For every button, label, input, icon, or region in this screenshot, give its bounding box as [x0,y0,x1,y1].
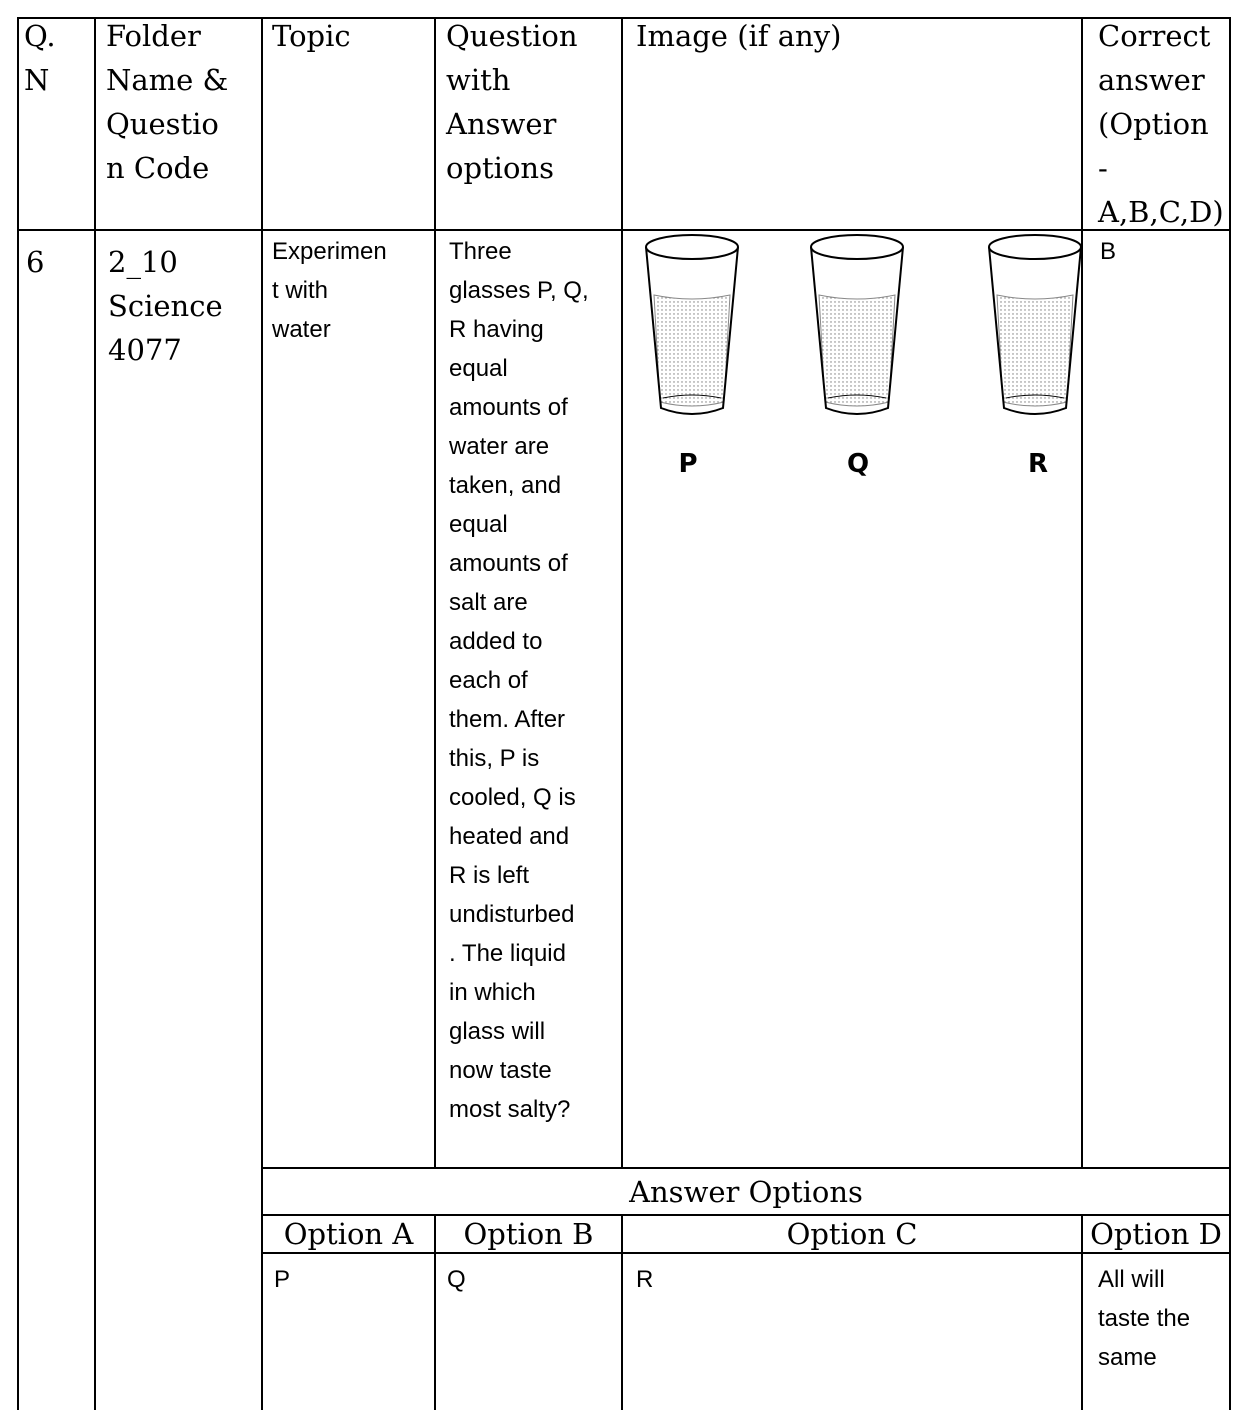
text-line: each of [449,667,528,694]
option-value: All will taste the same [1098,1260,1190,1377]
text-line: . The liquid [449,940,566,967]
text-line: 4077 [108,333,182,367]
glass-label: P [678,449,697,479]
text-line: R is left [449,862,530,889]
text-line: All will [1098,1266,1165,1293]
text-line: heated and [449,823,570,850]
text-line: taken, and [449,472,562,499]
text-line: taste the [1098,1305,1191,1332]
text-line: amounts of [449,394,568,421]
text-line: glass will [449,1018,546,1045]
text-line: (Option [1098,107,1209,141]
option-value: Q [447,1260,466,1299]
text-line: Questio [106,107,219,141]
option-header: Option C [786,1217,918,1251]
text-line: Image (if any) [636,19,842,53]
option-header: Option A [283,1217,414,1251]
text-line: Correct [1098,19,1211,53]
text-line: Experimen [272,238,387,265]
text-line: added to [449,628,543,655]
text-line: N [24,63,50,97]
text-line: salt are [449,589,528,616]
text-line: Three [449,238,512,265]
header-cell: Q. N [24,14,56,102]
text-line: them. After [449,706,566,733]
text-line: Q [447,1266,466,1293]
text-line: undisturbed [449,901,575,928]
text-line: water are [449,433,550,460]
header-cell: Correct answer (Option - A,B,C,D) [1098,14,1224,234]
topic: Experimen t with water [272,232,387,349]
glasses-image [645,234,1082,415]
option-header: Option D [1090,1217,1222,1251]
header-cell: Image (if any) [636,14,841,58]
text-line: Name & [106,63,229,97]
option-value: R [636,1260,653,1299]
option-header: Option B [463,1217,594,1251]
text-line: t with [272,277,329,304]
text-line: R [636,1266,654,1293]
text-line: equal [449,511,508,538]
text-line: P [274,1266,291,1293]
text-line: water [272,316,331,343]
glass-label: R [1028,449,1048,479]
text-line: Topic [272,19,351,53]
text-line: this, P is [449,745,540,772]
text-line: same [1098,1344,1157,1371]
text-line: Science [108,289,223,323]
option-value: P [274,1260,290,1299]
text-line: Answer [446,107,557,141]
text-line: 2_10 [108,245,178,279]
text-line: glasses P, Q, [449,277,589,304]
text-line: Question [446,19,578,53]
folder-code: 2_10 Science 4077 [108,240,223,372]
text-line: R having [449,316,544,343]
text-line: Folder [106,19,201,53]
text-line: amounts of [449,550,568,577]
text-line: in which [449,979,536,1006]
header-cell: Question with Answer options [446,14,578,190]
text-line: most salty? [449,1096,571,1123]
text-line: cooled, Q is [449,784,576,811]
text-line: - [1098,151,1108,185]
text-line: n Code [106,151,210,185]
text-line: answer [1098,63,1205,97]
text-line: options [446,151,554,185]
correct-answer: B [1100,238,1117,265]
header-cell: Folder Name & Questio n Code [106,14,228,190]
question-number: 6 [26,245,45,279]
glass-label: Q [847,449,869,479]
question-text: Three glasses P, Q, R having equal amounts o… [449,232,589,1129]
text-line: Q. [24,19,56,53]
text-line: now taste [449,1057,552,1084]
text-line: with [446,63,511,97]
answer-options-title: Answer Options [629,1175,863,1209]
header-cell: Topic [272,14,351,58]
text-line: equal [449,355,508,382]
text-line: A,B,C,D) [1098,195,1224,229]
